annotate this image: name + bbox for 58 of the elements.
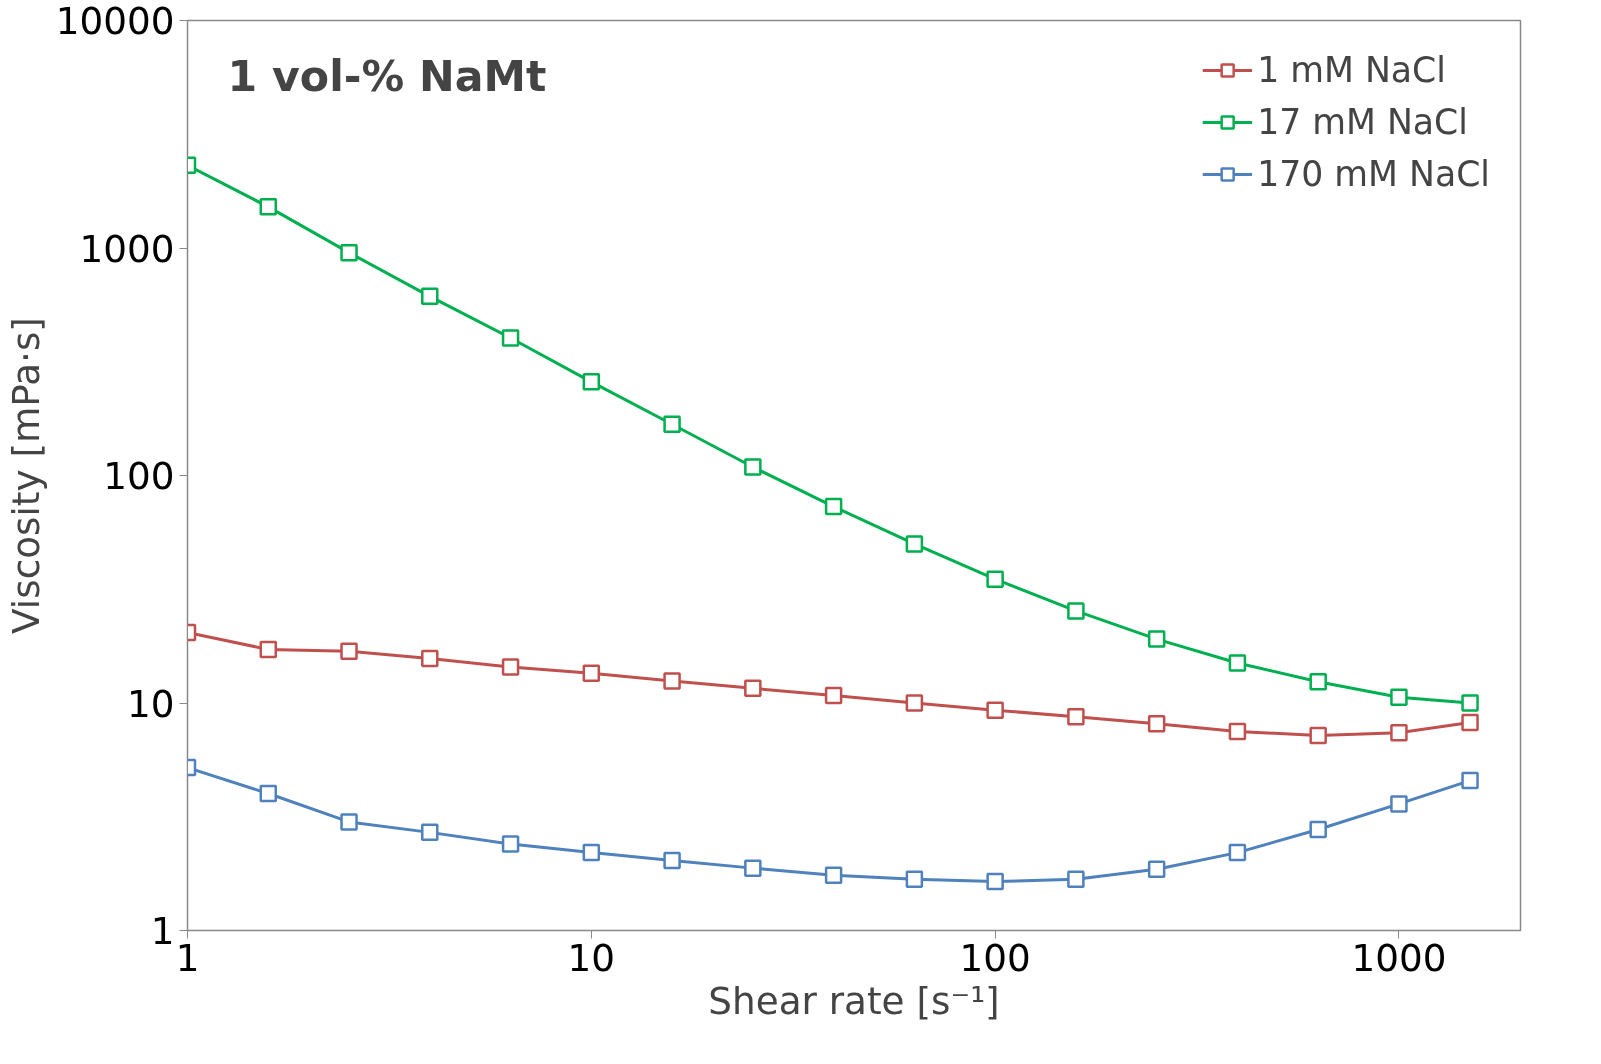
point — [824, 497, 843, 516]
point — [1309, 726, 1327, 745]
point — [259, 198, 278, 216]
point — [1390, 688, 1408, 706]
point — [340, 813, 358, 831]
point — [1067, 602, 1085, 620]
point — [259, 640, 278, 659]
point — [1147, 860, 1166, 878]
point — [905, 694, 924, 712]
point — [744, 458, 762, 476]
point — [663, 415, 681, 433]
point — [501, 658, 520, 676]
point — [986, 872, 1004, 891]
point — [421, 287, 439, 306]
point — [1390, 724, 1408, 742]
point — [1228, 722, 1247, 741]
point — [1067, 870, 1085, 888]
point — [905, 535, 924, 553]
y-tick-label: 1000 — [79, 226, 175, 271]
y-tick-label: 100 — [103, 454, 175, 498]
point — [1147, 630, 1166, 648]
point — [1390, 795, 1408, 813]
legend-label: 17 mM NaCl — [1257, 102, 1468, 142]
point — [824, 686, 843, 705]
point — [259, 784, 278, 803]
point — [501, 329, 520, 347]
point — [663, 672, 681, 690]
point — [582, 664, 601, 683]
y-tick-label: 10000 — [55, 0, 175, 43]
point — [582, 373, 601, 391]
point — [340, 642, 358, 660]
point — [824, 866, 843, 884]
point — [501, 835, 520, 853]
point — [744, 859, 762, 877]
y-tick-label: 10 — [127, 681, 175, 726]
point — [421, 823, 439, 842]
text: 1 vol-% NaMt — [227, 50, 547, 101]
x-tick-label: 10 — [567, 935, 616, 980]
point — [986, 570, 1004, 588]
x-tick-label: 100 — [959, 935, 1031, 980]
point — [1309, 820, 1327, 839]
point — [1228, 654, 1247, 672]
point — [663, 851, 681, 870]
point — [421, 649, 439, 668]
x-axis-title: Shear rate [s⁻¹] — [708, 978, 1000, 1023]
point — [1228, 843, 1247, 862]
point — [744, 679, 762, 698]
point — [340, 243, 358, 262]
legend-label: 1 mM NaCl — [1257, 50, 1446, 90]
point — [1067, 708, 1085, 726]
point — [1309, 673, 1327, 691]
legend-label: 170 mM NaCl — [1257, 154, 1490, 194]
x-tick-label: 1000 — [1351, 935, 1447, 980]
point — [905, 870, 924, 888]
y-axis-title: Viscosity [mPa·s] — [3, 317, 48, 634]
point — [1147, 715, 1166, 733]
point — [986, 701, 1004, 719]
point — [582, 843, 601, 862]
